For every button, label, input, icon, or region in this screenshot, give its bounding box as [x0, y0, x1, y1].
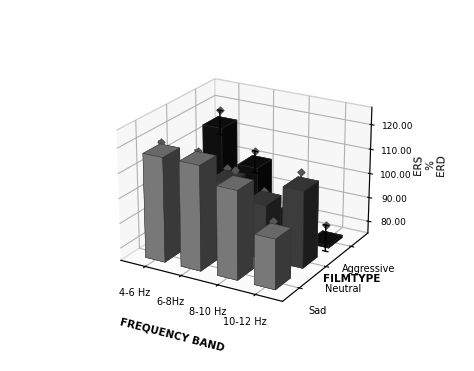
- X-axis label: FREQUENCY BAND: FREQUENCY BAND: [119, 317, 226, 353]
- Text: FILMTYPE: FILMTYPE: [323, 274, 380, 284]
